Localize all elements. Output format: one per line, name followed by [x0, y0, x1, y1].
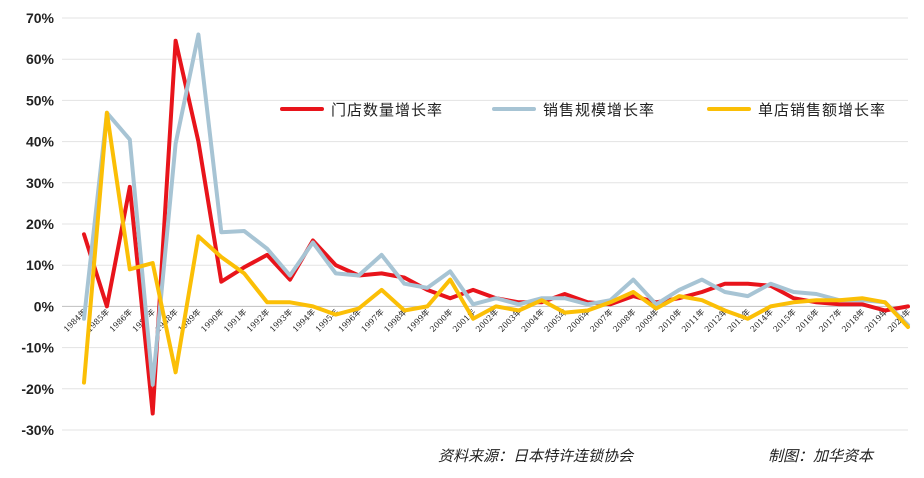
legend: 门店数量增长率 销售规模增长率 单店销售额增长率 — [280, 101, 886, 119]
y-tick-label: 30% — [26, 175, 55, 191]
x-tick-label: 2017年 — [817, 307, 844, 334]
x-tick-label: 1989年 — [176, 307, 203, 334]
x-tick-label: 2016年 — [794, 307, 821, 334]
y-tick-label: -10% — [21, 340, 54, 356]
credit-note: 制图：加华资本 — [768, 447, 875, 465]
series-line-3 — [82, 110, 910, 385]
source-note: 资料来源：日本特许连锁协会 — [438, 447, 635, 465]
y-tick-label: 40% — [26, 134, 55, 150]
y-tick-label: -30% — [21, 422, 54, 438]
x-tick-label: 1993年 — [267, 307, 294, 334]
grid-lines — [62, 17, 908, 431]
series-line-2 — [82, 32, 910, 387]
y-tick-label: 10% — [26, 257, 55, 273]
x-tick-label: 2000年 — [428, 307, 455, 334]
x-tick-label: 1994年 — [290, 307, 317, 334]
x-tick-label: 2011年 — [679, 307, 706, 334]
legend-label-3: 单店销售额增长率 — [758, 101, 886, 119]
x-tick-label: 2008年 — [611, 307, 638, 334]
series-lines — [82, 32, 910, 416]
x-tick-label: 2010年 — [656, 307, 683, 334]
x-tick-label: 1992年 — [244, 307, 271, 334]
x-tick-label: 2015年 — [771, 307, 798, 334]
y-tick-label: 70% — [26, 10, 55, 26]
y-tick-label: -20% — [21, 381, 54, 397]
x-tick-label: 1990年 — [199, 307, 226, 334]
legend-label-2: 销售规模增长率 — [543, 101, 655, 119]
legend-label-1: 门店数量增长率 — [331, 101, 443, 119]
x-tick-label: 2018年 — [840, 307, 867, 334]
x-tick-label: 2004年 — [519, 307, 546, 334]
x-tick-label: 2009年 — [634, 307, 661, 334]
y-tick-label: 0% — [34, 298, 55, 314]
y-tick-label: 60% — [26, 51, 55, 67]
y-tick-label: 50% — [26, 92, 55, 108]
y-tick-label: 20% — [26, 216, 55, 232]
x-tick-label: 1986年 — [107, 307, 134, 334]
x-tick-label: 1991年 — [222, 307, 249, 334]
y-axis: -30% -20% -10% 0% 10% 20% 30% 40% 50% 60% 70% — [21, 10, 54, 438]
x-tick-label: 1997年 — [359, 307, 386, 334]
